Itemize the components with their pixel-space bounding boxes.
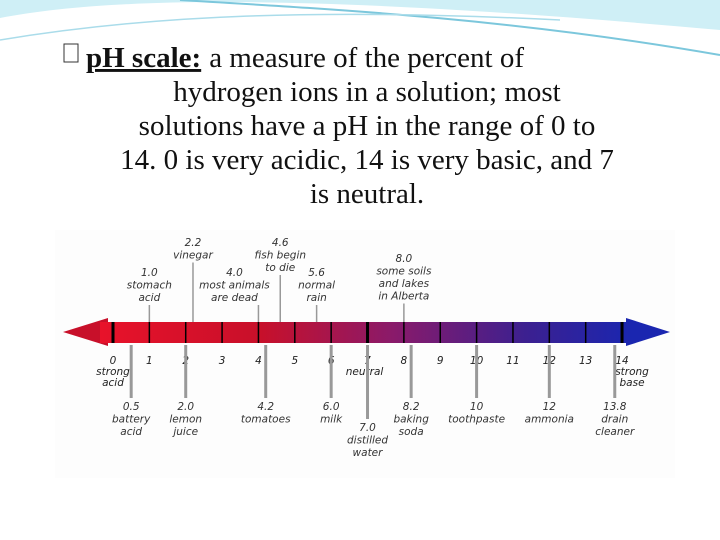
note-value: 2.2	[185, 237, 202, 249]
note-text: normal	[298, 280, 335, 292]
scale-label: 13	[579, 355, 592, 367]
diagram-bg	[55, 230, 675, 478]
term: pH scale:	[86, 42, 201, 74]
swoosh-line	[179, 0, 720, 56]
note-text: some soils	[376, 266, 432, 278]
scale-label: 11	[506, 355, 519, 367]
scale-label: 1	[146, 355, 153, 367]
arrow-left	[63, 318, 108, 346]
note-value: 8.2	[403, 401, 420, 413]
swoosh	[0, 0, 720, 30]
note-text: drain	[601, 414, 628, 426]
scale-label: 14	[615, 355, 628, 367]
scale-label: 9	[437, 355, 444, 367]
note-text: acid	[138, 292, 160, 304]
note-value: 13.8	[603, 401, 627, 413]
note-text: lemon	[169, 414, 202, 426]
note-value: 4.6	[272, 237, 289, 249]
note-text: rain	[306, 292, 326, 304]
note-value: 2.0	[177, 401, 194, 413]
note-text: battery	[112, 414, 151, 426]
definition: a measure of the percent of	[209, 42, 524, 74]
note-text: in Alberta	[378, 291, 429, 303]
note-value: 4.2	[257, 401, 274, 413]
note-text: ammonia	[525, 414, 574, 426]
note-text: soda	[399, 426, 424, 438]
scale-label: 5	[291, 355, 298, 367]
note-text: stomach	[127, 280, 172, 292]
note-text: fish begin	[254, 250, 306, 262]
ph-bar	[100, 322, 632, 343]
scale-label: 0	[110, 355, 117, 367]
note-text: water	[353, 447, 384, 459]
note-text: most animals	[199, 280, 270, 292]
scale-note: strong	[96, 366, 130, 378]
heading-line: is neutral.	[310, 178, 424, 210]
note-text: acid	[120, 426, 142, 438]
heading-line: solutions have a pH in the range of 0 to	[139, 110, 596, 142]
heading-line: 14. 0 is very acidic, 14 is very basic, …	[120, 144, 614, 176]
arrow-right	[626, 318, 670, 346]
note-text: milk	[320, 414, 343, 426]
heading-line: pH scale: a measure of the percent of	[86, 42, 524, 74]
bullet	[63, 43, 79, 63]
note-text: juice	[171, 426, 198, 438]
note-value: 5.6	[308, 267, 325, 279]
note-text: toothpaste	[448, 414, 505, 426]
scale-note: base	[620, 377, 645, 389]
note-text: distilled	[347, 435, 388, 447]
note-text: tomatoes	[241, 414, 291, 426]
swoosh-line	[0, 13, 561, 41]
note-text: to die	[265, 262, 295, 274]
scale-note: neutral	[346, 366, 384, 378]
scale-note: strong	[615, 366, 649, 378]
note-text: baking	[393, 414, 429, 426]
heading-line: hydrogen ions in a solution; most	[173, 76, 560, 108]
scale-label: 3	[219, 355, 226, 367]
scale-label: 8	[401, 355, 408, 367]
scale-label: 4	[255, 355, 262, 367]
note-value: 8.0	[396, 253, 413, 265]
note-value: 4.0	[226, 267, 243, 279]
scale-note: acid	[102, 377, 124, 389]
note-value: 10	[470, 401, 484, 413]
note-text: vinegar	[173, 250, 213, 262]
note-text: are dead	[211, 292, 258, 304]
note-value: 1.0	[141, 267, 158, 279]
note-value: 6.0	[323, 401, 340, 413]
note-text: cleaner	[595, 426, 635, 438]
note-value: 0.5	[123, 401, 140, 413]
note-value: 12	[543, 401, 557, 413]
note-text: and lakes	[379, 278, 430, 290]
note-value: 7.0	[359, 422, 376, 434]
